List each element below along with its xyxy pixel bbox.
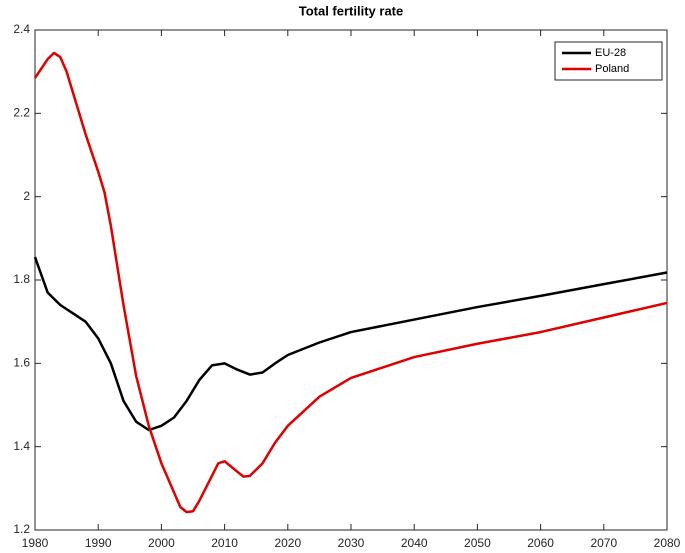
x-tick-label: 2070 — [590, 536, 617, 550]
x-tick-label: 2030 — [338, 536, 365, 550]
x-tick-label: 1990 — [85, 536, 112, 550]
y-tick-label: 1.8 — [13, 272, 30, 286]
x-tick-label: 2080 — [654, 536, 681, 550]
legend-box — [554, 41, 663, 81]
x-tick-label: 2040 — [401, 536, 428, 550]
x-tick-label: 2000 — [148, 536, 175, 550]
x-tick-label: 2020 — [274, 536, 301, 550]
x-tick-label: 2050 — [464, 536, 491, 550]
x-tick-label: 1980 — [22, 536, 49, 550]
legend-label: Poland — [595, 63, 629, 75]
chart-title: Total fertility rate — [299, 3, 404, 18]
y-tick-label: 2.4 — [13, 22, 30, 36]
x-tick-label: 2060 — [527, 536, 554, 550]
legend-label: EU-28 — [595, 47, 626, 59]
y-tick-label: 1.2 — [13, 522, 30, 536]
y-tick-label: 2 — [23, 189, 30, 203]
y-tick-label: 1.4 — [13, 439, 30, 453]
y-tick-label: 1.6 — [13, 356, 30, 370]
x-tick-label: 2010 — [211, 536, 238, 550]
y-tick-label: 2.2 — [13, 106, 30, 120]
line-series — [33, 51, 668, 514]
line-series — [33, 256, 668, 432]
